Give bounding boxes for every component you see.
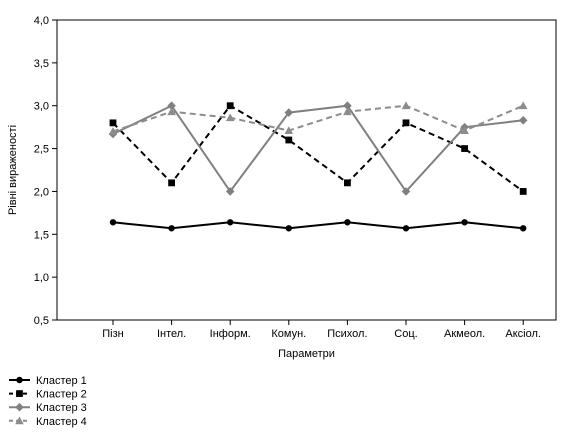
legend-label: Кластер 3 [36, 402, 87, 414]
data-point-marker [167, 101, 176, 111]
series-line [112, 221, 524, 230]
y-tick-label: 1,0 [34, 272, 49, 284]
series-cluster-1 [109, 219, 527, 232]
legend-item: Кластер 1 [9, 375, 87, 387]
data-point-marker [284, 126, 294, 134]
data-point-marker [284, 108, 294, 117]
x-tick-label: Пізн [102, 328, 123, 340]
legend-label: Кластер 1 [36, 375, 87, 387]
x-tick-label: Комун. [271, 328, 306, 340]
data-point-marker [461, 219, 468, 226]
x-tick-label: Інформ. [210, 328, 251, 340]
y-tick-label: 2,5 [34, 144, 49, 156]
series-line [112, 104, 524, 193]
x-tick-label: Психол. [327, 328, 367, 340]
data-point-marker [227, 219, 234, 226]
x-axis-ticks: Пізн Інтел. Інформ. Комун. Психол. Соц. Акмеол… [102, 320, 541, 340]
series-line [112, 104, 524, 133]
data-point-marker [519, 188, 527, 195]
x-axis-title: Параметри [278, 348, 335, 360]
x-tick-label: Соц. [394, 328, 417, 340]
data-point-marker [343, 107, 352, 116]
y-tick-label: 1,5 [34, 229, 49, 241]
data-point-marker [285, 225, 292, 232]
y-tick-label: 3,5 [34, 58, 49, 70]
legend-item: Кластер 2 [9, 389, 87, 401]
legend-label: Кластер 2 [36, 389, 87, 401]
legend-marker [16, 376, 23, 384]
legend-item: Кластер 4 [9, 416, 87, 428]
y-tick-label: 4,0 [34, 15, 49, 27]
data-point-marker [518, 115, 528, 125]
legend-item: Кластер 3 [9, 402, 87, 414]
series-cluster-2 [109, 102, 527, 195]
y-axis-ticks: 4,0 3,5 3,0 2,5 2,0 1,5 1,0 0,5 [34, 15, 57, 327]
data-point-marker [109, 119, 117, 127]
data-point-marker [109, 219, 117, 226]
data-point-marker [401, 101, 411, 110]
data-point-marker [402, 225, 410, 232]
legend-marker [15, 402, 24, 412]
data-point-marker [285, 136, 293, 144]
data-point-marker [168, 225, 175, 232]
legend-marker [15, 416, 24, 425]
plot-area-frame [56, 19, 557, 321]
data-point-marker [343, 101, 352, 111]
data-point-marker [167, 107, 176, 116]
legend-label: Кластер 4 [36, 416, 87, 428]
data-point-marker [460, 126, 469, 134]
data-point-marker [402, 119, 410, 127]
x-tick-label: Аксіол. [505, 328, 541, 340]
data-point-marker [401, 187, 411, 196]
x-tick-label: Акмеол. [444, 328, 485, 340]
data-point-marker [344, 179, 351, 187]
y-tick-label: 0,5 [34, 315, 49, 327]
series-cluster-3 [108, 101, 528, 196]
data-point-marker [344, 219, 351, 226]
series-cluster-4 [108, 101, 528, 135]
legend-marker [16, 390, 23, 397]
data-point-marker [225, 187, 235, 196]
data-point-marker [518, 101, 528, 110]
y-axis-title: Рівні вираженості [7, 125, 19, 215]
series-layer [108, 101, 528, 232]
y-tick-label: 3,0 [34, 101, 49, 113]
data-point-marker [520, 225, 527, 232]
y-tick-label: 2,0 [34, 186, 49, 198]
data-point-marker [108, 127, 118, 135]
data-point-marker [168, 179, 175, 187]
data-point-marker [461, 145, 468, 152]
series-line [112, 104, 524, 194]
data-point-marker [226, 102, 234, 110]
x-tick-label: Інтел. [157, 328, 186, 340]
data-point-marker [225, 113, 235, 122]
